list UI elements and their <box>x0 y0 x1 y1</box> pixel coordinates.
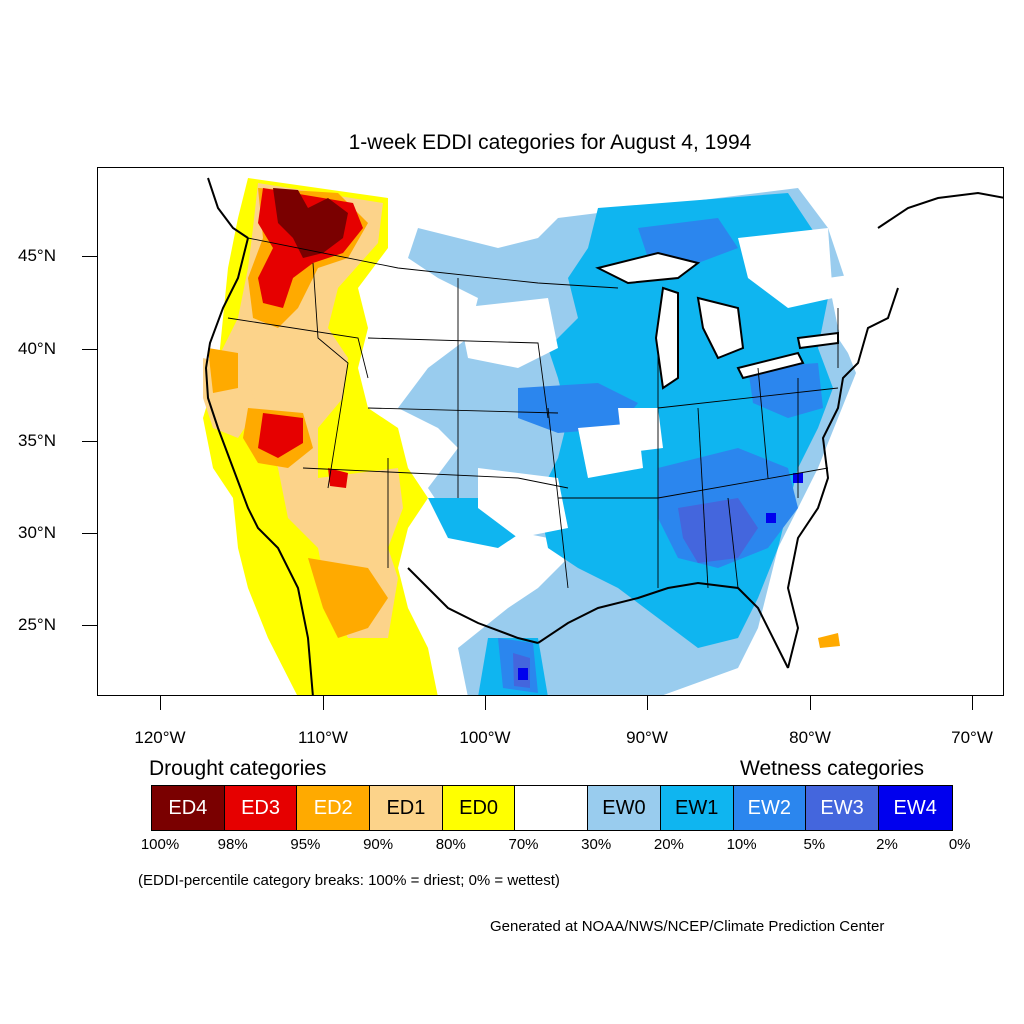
normal-regions <box>458 228 908 538</box>
coastline <box>204 237 314 695</box>
drought-regions <box>203 178 438 695</box>
ew4-region <box>518 668 528 680</box>
lat-label-30: 30°N <box>18 523 56 542</box>
legend-percent-label: 2% <box>876 836 898 853</box>
legend-color-bar: ED4 ED3 ED2 ED1 ED0 EW0 EW1 EW2 EW3 EW4 <box>151 785 953 831</box>
legend-percent-label: 70% <box>508 836 539 853</box>
state-border <box>367 407 559 414</box>
ed2-region <box>208 348 238 393</box>
us-canada-border <box>247 237 619 289</box>
ed4-region <box>273 188 348 258</box>
ed3-region <box>258 413 303 458</box>
lon-tick <box>485 696 486 710</box>
legend-box-ed2: ED2 <box>297 786 371 830</box>
legend-box-ew0: EW0 <box>588 786 661 830</box>
map-title: 1-week EDDI categories for August 4, 199… <box>348 131 752 154</box>
state-border <box>697 407 709 589</box>
coastlines <box>204 177 1003 695</box>
lat-tick <box>82 441 97 442</box>
lon-label-80: 80°W <box>789 728 831 747</box>
ew4-region <box>766 513 776 523</box>
legend-percent-label: 100% <box>140 836 180 853</box>
legend-percent-label: 10% <box>726 836 757 853</box>
lon-label-90: 90°W <box>626 728 668 747</box>
eddi-map <box>97 167 1004 696</box>
coastline <box>407 567 539 644</box>
lon-label-120: 120°W <box>134 728 186 747</box>
islands <box>818 633 840 648</box>
great-lakes <box>595 251 839 390</box>
state-borders <box>227 237 839 589</box>
lat-tick <box>82 625 97 626</box>
lat-label-40: 40°N <box>18 339 56 358</box>
coastline <box>877 191 1003 229</box>
legend-box-ew3: EW3 <box>806 786 879 830</box>
lon-tick <box>323 696 324 710</box>
credit-line: Generated at NOAA/NWS/NCEP/Climate Predi… <box>490 918 885 935</box>
state-border <box>302 467 569 489</box>
lake-michigan <box>654 286 679 390</box>
legend-percent-label: 30% <box>581 836 612 853</box>
lake-superior <box>595 251 701 285</box>
legend-percent-label: 95% <box>290 836 321 853</box>
lon-tick <box>810 696 811 710</box>
legend-box-ed4: ED4 <box>152 786 225 830</box>
ew2-region <box>748 363 823 418</box>
lat-tick <box>82 533 97 534</box>
legend-percent-label: 98% <box>217 836 248 853</box>
ew3-region <box>678 498 758 563</box>
lon-label-100: 100°W <box>459 728 511 747</box>
lon-tick <box>972 696 973 710</box>
legend-box-ed1: ED1 <box>370 786 443 830</box>
legend-box-normal <box>515 786 589 830</box>
lake-huron <box>696 296 745 360</box>
lon-tick <box>160 696 161 710</box>
coastline <box>537 581 789 669</box>
lat-label-45: 45°N <box>18 246 56 265</box>
legend-percent-label: 80% <box>435 836 466 853</box>
legend-box-ed0: ED0 <box>442 786 516 830</box>
state-border <box>312 262 349 489</box>
ew2-region <box>638 218 738 263</box>
state-border <box>757 367 769 479</box>
category-note: (EDDI-percentile category breaks: 100% =… <box>138 872 560 889</box>
normal-region <box>458 298 558 368</box>
normal-region <box>828 268 908 378</box>
ed3-region <box>328 468 348 488</box>
ed2-region <box>308 558 388 638</box>
state-border <box>227 317 369 379</box>
lake-erie <box>736 351 805 380</box>
lat-tick <box>82 349 97 350</box>
legend-percent-label: 90% <box>363 836 394 853</box>
state-border <box>657 387 839 409</box>
ew2-region <box>518 383 638 433</box>
lat-tick <box>82 256 97 257</box>
lon-label-110: 110°W <box>298 728 348 747</box>
normal-region <box>618 408 663 453</box>
lat-label-25: 25°N <box>18 615 56 634</box>
normal-region <box>738 228 833 308</box>
island-shape <box>818 633 840 648</box>
lon-label-70: 70°W <box>951 728 993 747</box>
legend-percent-label: 5% <box>803 836 826 853</box>
wetness-heading: Wetness categories <box>740 757 925 780</box>
coastline <box>207 177 249 239</box>
legend-box-ed3: ED3 <box>224 786 298 830</box>
lon-tick <box>647 696 648 710</box>
legend-box-ew4: EW4 <box>878 786 952 830</box>
state-border <box>657 467 829 499</box>
legend-percent-label: 0% <box>948 836 971 853</box>
state-border <box>367 337 549 419</box>
lat-label-35: 35°N <box>18 431 56 450</box>
legend-box-ew2: EW2 <box>733 786 807 830</box>
eddi-map-svg <box>203 177 1003 695</box>
drought-heading: Drought categories <box>149 757 327 780</box>
legend-percent-label: 20% <box>653 836 684 853</box>
normal-region <box>478 468 568 538</box>
legend-box-ew1: EW1 <box>660 786 734 830</box>
state-border <box>727 497 739 589</box>
coastline <box>786 287 899 669</box>
